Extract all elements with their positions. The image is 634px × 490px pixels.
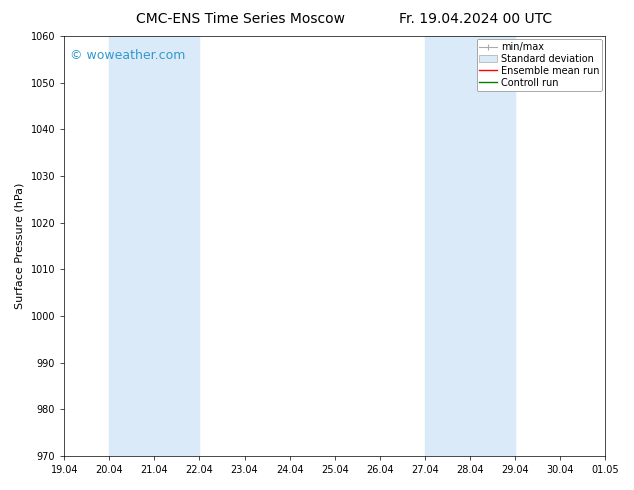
Bar [425, 36, 515, 456]
Y-axis label: Surface Pressure (hPa): Surface Pressure (hPa) [15, 183, 25, 309]
Text: © woweather.com: © woweather.com [70, 49, 185, 62]
Text: CMC-ENS Time Series Moscow: CMC-ENS Time Series Moscow [136, 12, 346, 26]
Legend: min/max, Standard deviation, Ensemble mean run, Controll run: min/max, Standard deviation, Ensemble me… [477, 39, 602, 91]
Text: Fr. 19.04.2024 00 UTC: Fr. 19.04.2024 00 UTC [399, 12, 552, 26]
Bar [109, 36, 200, 456]
